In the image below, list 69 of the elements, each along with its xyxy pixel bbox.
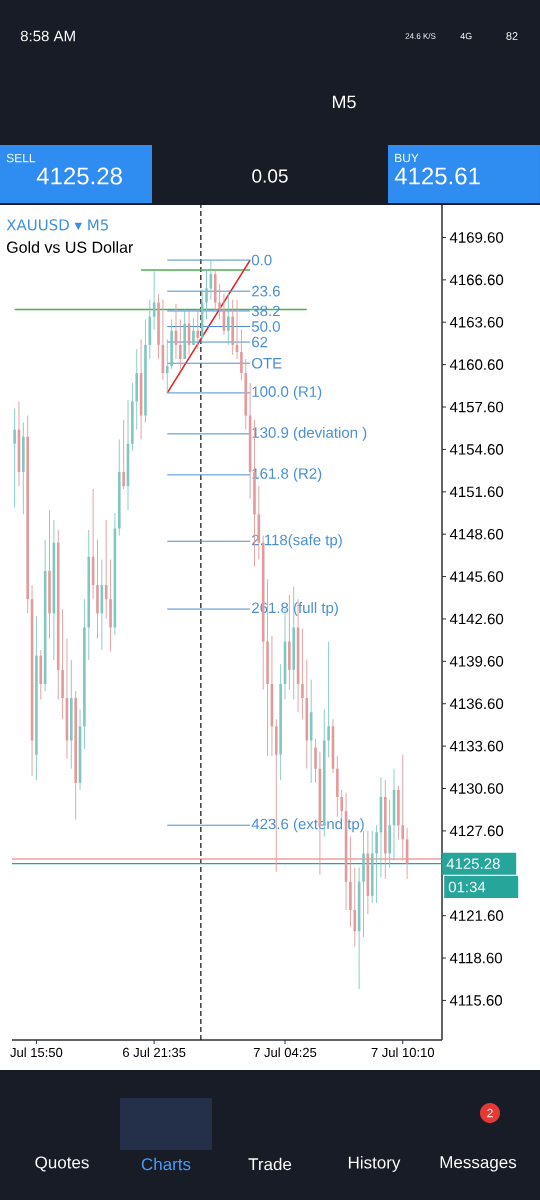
text: History [348, 1156, 401, 1172]
candlestick [122, 419, 125, 490]
y-tick-label: 4133.60 [449, 740, 504, 752]
candlestick [314, 738, 317, 784]
y-tick-label: 4118.60 [449, 952, 503, 964]
text: 82 [506, 32, 518, 40]
series-label: OTE [252, 357, 282, 369]
y-tick-label: 4127.60 [449, 825, 504, 837]
x-tick-label: 7 Jul 04:25 [253, 1047, 317, 1058]
candlestick [104, 519, 108, 620]
y-tick-label: 4145.60 [449, 571, 504, 582]
x-tick-label: 6 Jul 21:35 [123, 1047, 186, 1058]
candlestick [218, 283, 221, 320]
text: 2 [487, 1108, 493, 1118]
text: Charts [141, 1157, 191, 1171]
y-tick-label: 4148.60 [449, 528, 504, 540]
ref-line-label: 4125.28 [446, 858, 500, 869]
candlestick [192, 317, 195, 346]
x-tick-label: 7 Jul 10:10 [371, 1047, 435, 1058]
text: 24.6 K/S [405, 33, 436, 39]
series-label: 130.9 (deviation ) [252, 426, 367, 441]
text: M5 [332, 95, 356, 109]
text: Trade [248, 1157, 292, 1171]
series-label: 100.0 (R1) [252, 385, 322, 400]
y-tick-label: 4160.60 [449, 359, 504, 370]
candlestick [340, 789, 344, 821]
candlestick [353, 867, 357, 948]
y-tick-label: 4139.60 [449, 656, 504, 667]
text: 4125.28 [36, 167, 122, 185]
series-label: 23.6 [252, 285, 280, 297]
candlestick [375, 824, 378, 904]
y-tick-label: 4121.60 [449, 910, 504, 921]
candlestick [179, 318, 182, 370]
candlestick [327, 641, 330, 758]
text: 4125.61 [394, 167, 480, 185]
candlestick [301, 628, 304, 720]
series-label: 62 [252, 336, 268, 348]
text: 4G [460, 32, 472, 40]
y-tick-label: 4166.60 [449, 274, 504, 286]
y-tick-label: 4163.60 [449, 316, 504, 328]
series-label: 0.0 [251, 254, 272, 266]
candlestick [401, 754, 405, 862]
y-tick-label: 4136.60 [449, 698, 504, 710]
y-tick-label: 4142.60 [449, 613, 504, 625]
y-tick-label: 4115.60 [449, 995, 503, 1006]
text: 8:58 AM [20, 30, 75, 42]
candlestick [165, 338, 169, 394]
candlestick [227, 293, 230, 346]
text: 01:34 [448, 881, 486, 893]
y-tick-label: 4169.60 [449, 232, 504, 243]
y-tick-label: 4151.60 [449, 486, 504, 498]
text: Gold vs US Dollar [7, 241, 134, 253]
text: Messages [440, 1156, 517, 1172]
text: XAUUSD ▾ M5 [6, 219, 108, 231]
y-tick-label: 4157.60 [449, 401, 504, 413]
candlestick [205, 269, 208, 320]
candlestick [196, 309, 200, 350]
x-tick-label: Jul 15:50 [10, 1047, 63, 1058]
text: Quotes [35, 1156, 89, 1172]
y-tick-label: 4154.60 [449, 444, 504, 455]
candlestick [240, 328, 243, 381]
text: 0.05 [252, 169, 288, 183]
text: BUY [395, 153, 419, 163]
series-label: 2.118(safe tp) [252, 534, 342, 549]
text: SELL [6, 153, 36, 163]
series-label: 161.8 (R2) [252, 467, 322, 482]
candlestick [13, 407, 16, 508]
y-tick-label: 4130.60 [449, 783, 504, 794]
series-label: 50.0 [251, 321, 280, 332]
